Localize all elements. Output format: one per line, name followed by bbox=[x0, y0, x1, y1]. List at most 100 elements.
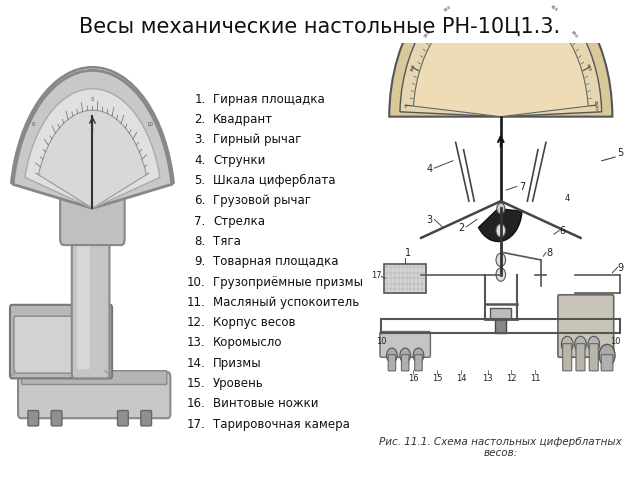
Text: 4: 4 bbox=[564, 194, 570, 203]
Wedge shape bbox=[25, 89, 160, 208]
Wedge shape bbox=[400, 0, 602, 117]
Text: 12.: 12. bbox=[187, 316, 205, 329]
Text: 5: 5 bbox=[91, 97, 94, 102]
FancyBboxPatch shape bbox=[72, 222, 109, 378]
Text: Грузовой рычаг: Грузовой рычаг bbox=[213, 194, 311, 207]
Text: 14.: 14. bbox=[187, 357, 205, 370]
Text: Гирная площадка: Гирная площадка bbox=[213, 93, 325, 106]
Text: 0: 0 bbox=[31, 121, 35, 127]
FancyBboxPatch shape bbox=[601, 355, 613, 371]
Circle shape bbox=[588, 336, 600, 352]
Text: Корпус весов: Корпус весов bbox=[213, 316, 296, 329]
Text: Гирный рычаг: Гирный рычаг bbox=[213, 133, 301, 146]
Text: Шкала циферблата: Шкала циферблата bbox=[213, 174, 335, 187]
Text: 5: 5 bbox=[618, 148, 624, 158]
Text: 10.: 10. bbox=[187, 276, 205, 288]
FancyBboxPatch shape bbox=[118, 410, 128, 426]
Text: 7: 7 bbox=[520, 182, 525, 192]
FancyBboxPatch shape bbox=[495, 319, 506, 334]
Text: 10: 10 bbox=[376, 337, 387, 347]
Text: Тяга: Тяга bbox=[213, 235, 241, 248]
Text: 13: 13 bbox=[482, 374, 493, 383]
Text: 300: 300 bbox=[444, 5, 452, 12]
Text: 1: 1 bbox=[405, 248, 412, 258]
FancyBboxPatch shape bbox=[10, 305, 112, 378]
Text: Товарная площадка: Товарная площадка bbox=[213, 255, 339, 268]
FancyBboxPatch shape bbox=[576, 344, 585, 371]
Text: Уровень: Уровень bbox=[213, 377, 264, 390]
Text: 800: 800 bbox=[570, 30, 578, 39]
FancyBboxPatch shape bbox=[415, 355, 422, 371]
Circle shape bbox=[497, 203, 505, 214]
FancyBboxPatch shape bbox=[589, 344, 598, 371]
Circle shape bbox=[387, 348, 397, 363]
Text: 6: 6 bbox=[559, 226, 565, 236]
FancyBboxPatch shape bbox=[18, 372, 170, 418]
Text: 10: 10 bbox=[147, 121, 153, 127]
Circle shape bbox=[575, 336, 586, 352]
Text: 2.: 2. bbox=[194, 113, 205, 126]
Text: 13.: 13. bbox=[187, 336, 205, 349]
FancyBboxPatch shape bbox=[14, 316, 106, 373]
Text: 16.: 16. bbox=[187, 397, 205, 410]
Text: 14: 14 bbox=[456, 374, 466, 383]
Text: 8: 8 bbox=[546, 248, 552, 258]
Circle shape bbox=[496, 224, 506, 237]
FancyBboxPatch shape bbox=[380, 332, 431, 357]
FancyBboxPatch shape bbox=[77, 231, 90, 369]
Wedge shape bbox=[38, 110, 147, 208]
FancyBboxPatch shape bbox=[141, 410, 152, 426]
Text: Призмы: Призмы bbox=[213, 357, 262, 370]
Text: 900: 900 bbox=[585, 63, 591, 72]
Text: Стрелка: Стрелка bbox=[213, 215, 265, 228]
Text: 15: 15 bbox=[432, 374, 442, 383]
Text: 3: 3 bbox=[426, 215, 433, 225]
FancyBboxPatch shape bbox=[558, 295, 614, 357]
FancyBboxPatch shape bbox=[22, 371, 167, 384]
Text: 100: 100 bbox=[410, 63, 417, 72]
Wedge shape bbox=[13, 71, 172, 208]
Text: 10: 10 bbox=[610, 337, 620, 347]
Text: 6.: 6. bbox=[194, 194, 205, 207]
Wedge shape bbox=[413, 0, 588, 117]
FancyBboxPatch shape bbox=[60, 171, 125, 245]
Text: 17: 17 bbox=[371, 271, 381, 280]
Circle shape bbox=[400, 348, 410, 363]
FancyBboxPatch shape bbox=[51, 410, 62, 426]
Text: 11: 11 bbox=[530, 374, 541, 383]
FancyBboxPatch shape bbox=[563, 344, 572, 371]
Text: Винтовые ножки: Винтовые ножки bbox=[213, 397, 319, 410]
Text: 4.: 4. bbox=[194, 154, 205, 167]
Text: 8.: 8. bbox=[195, 235, 205, 248]
Text: Рис. 11.1. Схема настольных циферблатных
весов:: Рис. 11.1. Схема настольных циферблатных… bbox=[380, 437, 622, 458]
Text: Грузоприёмные призмы: Грузоприёмные призмы bbox=[213, 276, 363, 288]
Text: 16: 16 bbox=[408, 374, 419, 383]
Text: 15.: 15. bbox=[187, 377, 205, 390]
Text: 200: 200 bbox=[424, 30, 431, 39]
Text: 9.: 9. bbox=[194, 255, 205, 268]
Text: Масляный успокоитель: Масляный успокоитель bbox=[213, 296, 360, 309]
Circle shape bbox=[496, 253, 506, 266]
Text: 11.: 11. bbox=[187, 296, 205, 309]
Text: 5.: 5. bbox=[195, 174, 205, 187]
Circle shape bbox=[561, 336, 573, 352]
Text: Тарировочная камера: Тарировочная камера bbox=[213, 418, 350, 431]
Text: Квадрант: Квадрант bbox=[213, 113, 273, 126]
FancyBboxPatch shape bbox=[490, 308, 511, 319]
Text: 3.: 3. bbox=[195, 133, 205, 146]
Wedge shape bbox=[479, 208, 522, 241]
FancyBboxPatch shape bbox=[28, 410, 38, 426]
Circle shape bbox=[599, 344, 615, 366]
FancyBboxPatch shape bbox=[388, 355, 396, 371]
Text: 1.: 1. bbox=[194, 93, 205, 106]
Circle shape bbox=[413, 348, 424, 363]
Text: 2: 2 bbox=[458, 223, 465, 232]
Text: 7.: 7. bbox=[194, 215, 205, 228]
Text: 700: 700 bbox=[549, 5, 558, 12]
Text: Коромысло: Коромысло bbox=[213, 336, 283, 349]
Text: 4: 4 bbox=[426, 164, 433, 174]
Text: Весы механические настольные РН-10Ц1.3.: Весы механические настольные РН-10Ц1.3. bbox=[79, 17, 561, 37]
Text: 9: 9 bbox=[618, 263, 624, 273]
Text: 0: 0 bbox=[404, 104, 409, 107]
FancyBboxPatch shape bbox=[384, 264, 426, 293]
